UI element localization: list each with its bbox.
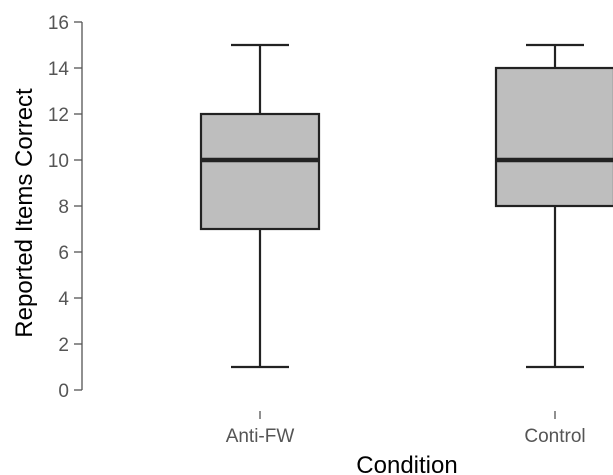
y-tick-label: 14	[48, 59, 70, 80]
y-tick-label: 0	[58, 381, 69, 402]
iqr-box	[199, 112, 321, 231]
y-tick-label: 2	[58, 335, 69, 356]
y-tick-label: 10	[48, 151, 69, 172]
iqr-box	[494, 66, 613, 208]
x-tick-label: Control	[524, 426, 585, 447]
box-anti-fw	[199, 43, 321, 369]
y-axis-title: Reported Items Correct	[11, 88, 38, 338]
y-tick-label: 6	[58, 243, 69, 264]
y-axis: 0 2 4 6 8 10 12 14 16	[48, 13, 83, 402]
y-tick-label: 8	[58, 197, 69, 218]
box-control	[494, 43, 613, 369]
boxes	[199, 43, 613, 369]
x-axis-title: Condition	[356, 452, 457, 475]
x-axis: Anti-FW Control	[226, 411, 586, 447]
y-tick-label: 16	[48, 13, 69, 34]
y-tick-label: 4	[58, 289, 69, 310]
y-tick-label: 12	[48, 105, 69, 126]
x-tick-label: Anti-FW	[226, 426, 295, 447]
